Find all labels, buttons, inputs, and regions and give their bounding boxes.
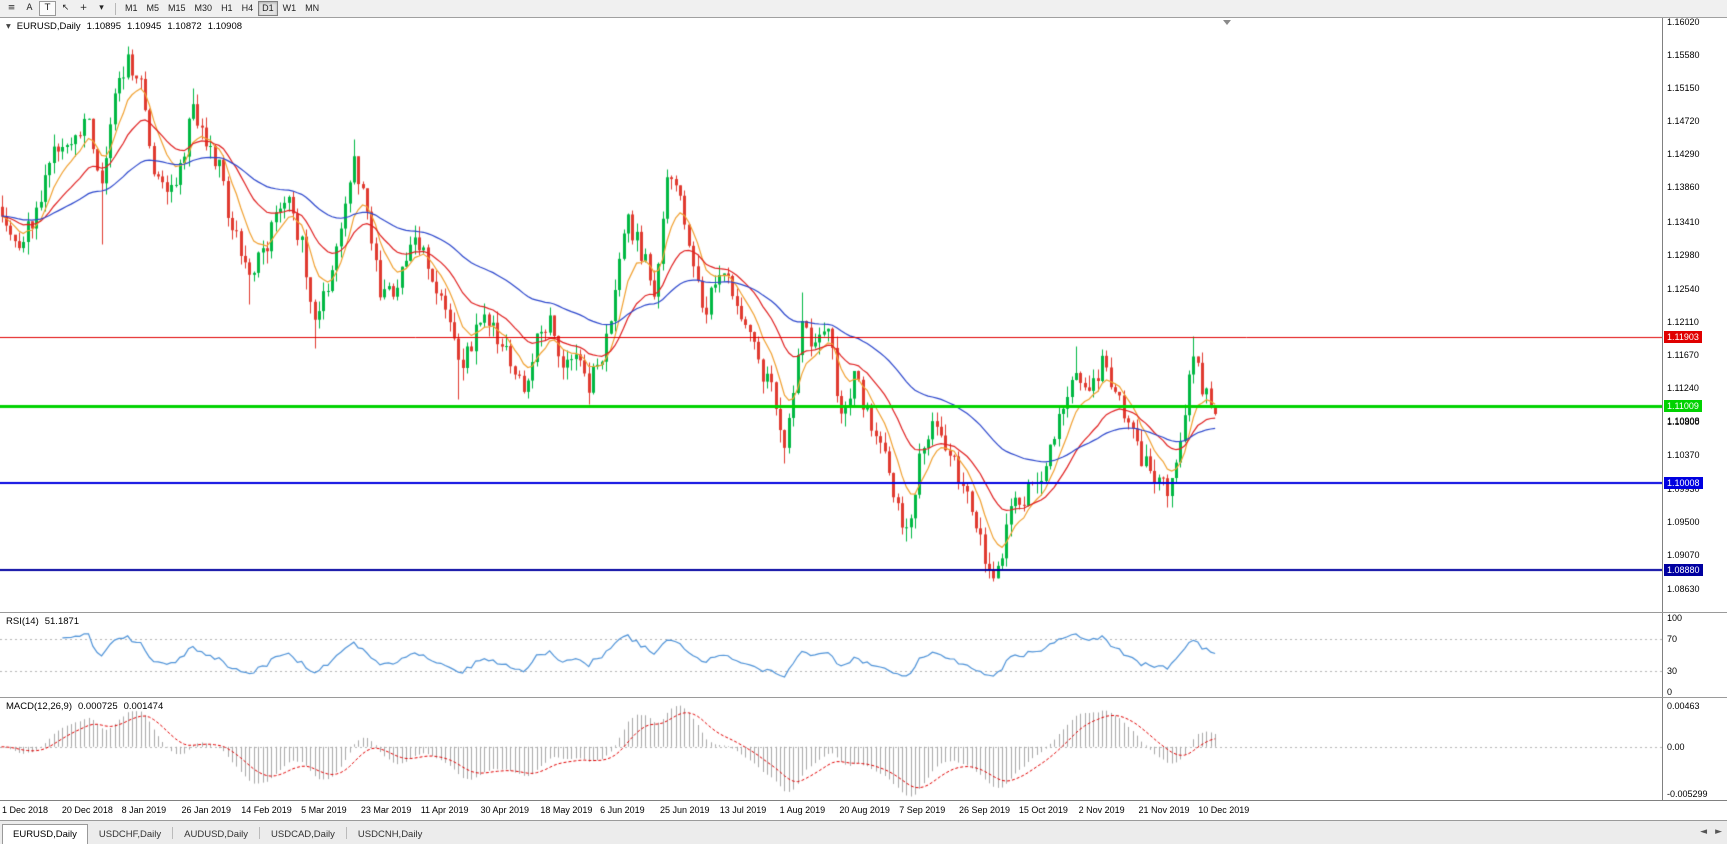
date-tick: 8 Jan 2019 [121, 805, 167, 815]
price-tick: 1.14720 [1667, 115, 1700, 126]
chart-tab-eurusd[interactable]: EURUSD,Daily [2, 824, 88, 844]
date-tick: 10 Dec 2019 [1198, 805, 1250, 815]
price-tick: 1.16020 [1667, 17, 1700, 27]
text-label-tool-t[interactable]: T [39, 1, 56, 16]
date-tick: 7 Sep 2019 [899, 805, 946, 815]
current-price-label: 1.10908 [1667, 415, 1700, 426]
price-tick: 1.12980 [1667, 249, 1700, 260]
timeframe-m30-button[interactable]: M30 [194, 3, 213, 13]
macd-tick: 0.00 [1667, 741, 1685, 752]
rsi-tick: 0 [1667, 687, 1673, 697]
lower-support-line-badge: 1.08880 [1664, 563, 1703, 576]
text-tool-a[interactable]: A [26, 3, 33, 13]
timeframe-m5-button[interactable]: M5 [146, 3, 160, 13]
price-tick: 1.13410 [1667, 216, 1700, 227]
timeframe-toolbar: M1 M5 M15 M30 H1 H4 D1 W1 MN [121, 1, 323, 16]
tab-scroll-right-button[interactable]: ► [1715, 827, 1722, 837]
timeframe-h4-button[interactable]: H4 [241, 3, 254, 13]
tab-scroll-arrows: ◄ ► [1700, 827, 1722, 837]
rsi-tick: 30 [1667, 665, 1678, 676]
tab-scroll-left-button[interactable]: ◄ [1700, 827, 1708, 837]
cursor-tool[interactable]: ↖ [61, 3, 70, 13]
price-tick: 1.09070 [1667, 550, 1700, 561]
time-axis[interactable]: 1 Dec 2018 20 Dec 2018 8 Jan 2019 26 Jan 20… [0, 800, 1727, 820]
date-tick: 2 Nov 2019 [1078, 805, 1125, 815]
price-tick: 1.08630 [1667, 584, 1700, 595]
price-tick: 1.13860 [1667, 182, 1700, 193]
price-tick: 1.09930 [1667, 484, 1700, 495]
green-support-line-badge: 1.11009 [1664, 400, 1702, 413]
tab-divider [259, 826, 261, 839]
price-tick: 1.10800 [1667, 417, 1700, 428]
timeframe-d1-button[interactable]: D1 [258, 1, 278, 16]
chart-tab-usdchf[interactable]: USDCHF,Daily [98, 829, 162, 840]
main-chart-pane: 1.16020 1.15580 1.15150 1.14720 1.14290 1.138… [0, 17, 1727, 612]
price-tick: 1.15150 [1667, 82, 1700, 93]
chart-shift-marker[interactable] [1223, 20, 1231, 25]
macd-tick: 0.00463 [1667, 700, 1700, 711]
tools-toolbar: ≡ A T ↖ + ▾ [3, 1, 110, 16]
date-tick: 23 Mar 2019 [360, 805, 412, 815]
date-tick: 15 Oct 2019 [1018, 805, 1068, 815]
date-tick: 5 Mar 2019 [301, 805, 347, 815]
price-tick: 1.12540 [1667, 283, 1700, 294]
chart-tab-audusd[interactable]: AUDUSD,Daily [184, 829, 249, 840]
top-toolbar: ≡ A T ↖ + ▾ M1 M5 M15 M30 H1 H4 D1 W1 MN [0, 0, 1727, 18]
date-tick: 6 Jun 2019 [600, 805, 645, 815]
date-tick: 25 Jun 2019 [659, 805, 710, 815]
timeframe-m1-button[interactable]: M1 [125, 3, 138, 13]
resistance-line-badge: 1.11903 [1664, 331, 1702, 344]
price-tick: 1.11240 [1667, 383, 1699, 394]
timeframe-h1-button[interactable]: H1 [221, 3, 233, 13]
rsi-axis[interactable]: 100 70 30 0 [1662, 613, 1727, 697]
date-tick: 20 Dec 2018 [61, 805, 113, 815]
macd-tick: -0.005299 [1667, 788, 1708, 799]
price-axis[interactable]: 1.16020 1.15580 1.15150 1.14720 1.14290 1.138… [1662, 17, 1727, 612]
date-tick: 26 Sep 2019 [959, 805, 1011, 815]
tab-divider [172, 826, 174, 839]
date-tick: 1 Dec 2018 [2, 805, 49, 815]
crosshair-tool[interactable]: + [79, 3, 88, 13]
price-tick: 1.11670 [1667, 350, 1699, 361]
macd-pane: 0.00463 0.00 -0.005299 MACD(12,26,9) 0.000… [0, 697, 1727, 800]
macd-axis[interactable]: 0.00463 0.00 -0.005299 [1662, 698, 1727, 800]
date-tick: 21 Nov 2019 [1138, 805, 1190, 815]
price-tick: 1.10370 [1667, 450, 1700, 461]
price-tick: 1.14290 [1667, 149, 1700, 160]
date-tick: 30 Apr 2019 [480, 805, 530, 815]
menu-icon[interactable]: ≡ [7, 3, 16, 13]
date-tick: 13 Jul 2019 [719, 805, 767, 815]
date-tick: 14 Feb 2019 [241, 805, 292, 815]
date-tick: 1 Aug 2019 [779, 805, 826, 815]
price-tick: 1.09500 [1667, 517, 1700, 528]
timeframe-m15-button[interactable]: M15 [168, 3, 186, 13]
price-chart-canvas[interactable] [0, 18, 1662, 612]
price-tick: 1.12110 [1667, 316, 1699, 327]
rsi-tick: 70 [1667, 634, 1678, 645]
chart-tab-usdcnh[interactable]: USDCNH,Daily [357, 829, 423, 840]
price-tick: 1.15580 [1667, 49, 1700, 60]
rsi-tick: 100 [1667, 613, 1683, 623]
timeframe-w1-button[interactable]: W1 [282, 3, 297, 13]
indicators-dropdown[interactable]: ▾ [99, 3, 104, 13]
date-tick: 20 Aug 2019 [839, 805, 890, 815]
date-tick: 26 Jan 2019 [181, 805, 231, 815]
rsi-chart-canvas[interactable] [0, 613, 1662, 697]
tab-divider [345, 826, 347, 839]
date-tick: 11 Apr 2019 [420, 805, 469, 815]
blue-support-line-badge: 1.10008 [1664, 477, 1703, 490]
date-tick: 18 May 2019 [540, 805, 593, 815]
toolbar-separator [115, 2, 116, 15]
chart-tabs-bar: ◄ ► EURUSD,Daily USDCHF,Daily AUDUSD,Daily… [0, 820, 1727, 844]
macd-chart-canvas[interactable] [0, 698, 1662, 800]
chart-tab-usdcad[interactable]: USDCAD,Daily [271, 829, 335, 840]
rsi-pane: 100 70 30 0 RSI(14) 51.1871 [0, 612, 1727, 697]
timeframe-mn-button[interactable]: MN [305, 3, 320, 13]
